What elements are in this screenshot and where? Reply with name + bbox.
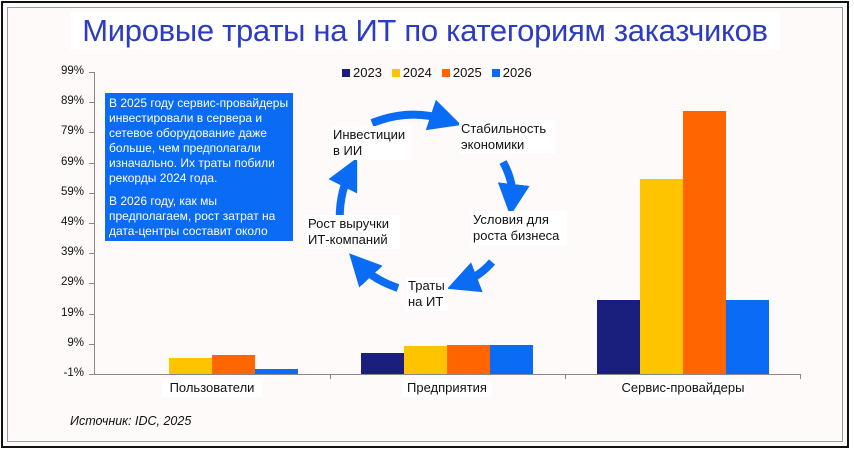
y-tick-label: 89% [60,95,84,107]
bar-2026 [255,369,298,374]
y-tick-label: 9% [67,337,84,349]
cycle-label-economic-stability: Стабильность экономики [459,120,555,154]
y-tick-label: 19% [60,307,84,319]
x-axis [94,374,801,375]
y-tick [89,344,94,345]
y-axis [94,72,95,374]
y-tick-label: 49% [60,216,84,228]
x-tick [565,374,566,379]
cycle-label-it-revenue-growth: Рост выручки ИТ-компаний [306,215,400,249]
legend-item-2026: 2026 [491,65,532,80]
source-note: Источник: IDC, 2025 [70,414,192,428]
y-tick [89,72,94,73]
y-tick [89,163,94,164]
chart-title: Мировые траты на ИТ по категориям заказч… [70,12,780,50]
bar-2025 [447,345,490,374]
bar-2024 [169,358,212,374]
y-tick [89,132,94,133]
annotation-box: В 2025 году сервис-провайдеры инвестиров… [105,93,293,253]
y-tick-label: 79% [60,125,84,137]
legend-item-2023: 2023 [342,65,382,80]
legend-item-2024: 2024 [391,65,432,80]
y-tick [89,283,94,284]
bar-2026 [726,300,769,374]
bar-2024 [404,346,447,374]
y-tick-label: 99% [60,65,84,77]
y-tick [89,223,94,224]
y-tick-label: 59% [60,186,84,198]
annotation-paragraph-2: В 2026 году, как мы предполагаем, рост з… [109,194,276,253]
category-label-service-providers: Сервис-провайдеры [620,379,746,397]
legend-label: 2023 [353,65,382,80]
legend: 2023 2024 2025 2026 [342,65,532,80]
legend-label: 2025 [452,65,482,80]
bar-2024 [640,179,683,374]
annotation-paragraph-1: В 2025 году сервис-провайдеры инвестиров… [109,96,289,185]
category-label-users: Пользователи [162,379,262,397]
x-tick [330,374,331,379]
y-tick-label: -1% [63,367,84,379]
y-tick [89,193,94,194]
category-label-enterprises: Предприятия [402,379,492,397]
y-tick-label: 69% [60,156,84,168]
bar-2023 [597,300,640,374]
legend-label: 2024 [402,65,432,80]
bar-2025 [212,355,255,374]
legend-swatch-icon [441,68,450,77]
y-tick [89,253,94,254]
legend-label: 2026 [502,65,532,80]
legend-swatch-icon [391,68,400,77]
legend-item-2025: 2025 [441,65,482,80]
cycle-label-business-conditions: Условия для роста бизнеса [471,211,567,245]
legend-swatch-icon [491,68,500,77]
cycle-label-investments-ai: Инвестиции в ИИ [331,126,411,160]
bar-2026 [490,345,533,374]
cycle-label-it-spending: Траты на ИТ [406,277,448,311]
x-tick [800,374,801,379]
y-tick [89,314,94,315]
bar-2025 [683,111,726,374]
y-tick-label: 29% [60,276,84,288]
bar-2023 [361,353,404,374]
y-tick [89,374,94,375]
legend-swatch-icon [342,68,350,77]
y-tick [89,102,94,103]
y-tick-label: 39% [60,246,84,258]
